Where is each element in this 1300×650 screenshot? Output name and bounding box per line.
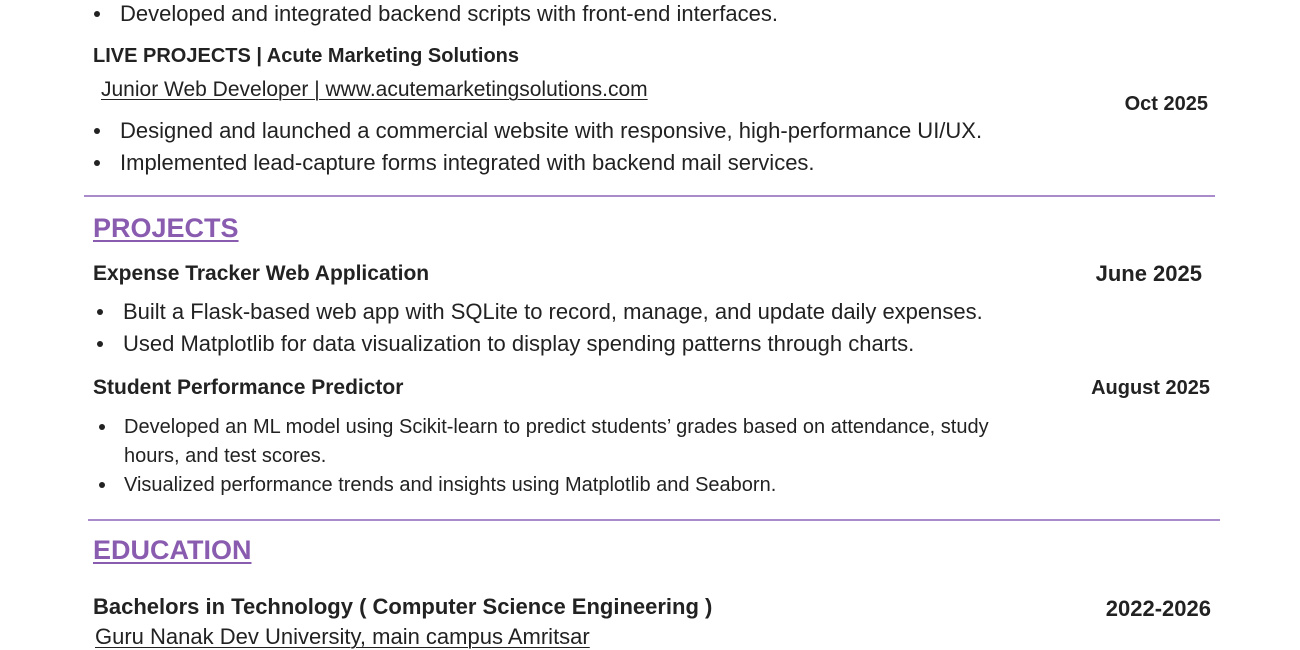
bullet-text: Developed and integrated backend scripts… <box>120 1 778 26</box>
bullet-text-continued: hours, and test scores. <box>124 445 327 467</box>
degree-title: Bachelors in Technology ( Computer Scien… <box>93 594 713 619</box>
bullet-icon <box>94 11 100 17</box>
job-date: Oct 2025 <box>1124 93 1208 115</box>
section-divider <box>88 519 1220 521</box>
bullet-text: Developed an ML model using Scikit-learn… <box>124 416 989 438</box>
project-title: Expense Tracker Web Application <box>93 262 430 285</box>
bullet-text: Designed and launched a commercial websi… <box>120 118 983 143</box>
project-date: June 2025 <box>1095 261 1202 286</box>
job-title: LIVE PROJECTS | Acute Marketing Solution… <box>93 45 520 67</box>
bullet-text: Built a Flask-based web app with SQLite … <box>123 299 983 324</box>
bullet-icon <box>97 309 103 315</box>
education-years: 2022-2026 <box>1105 596 1211 621</box>
bullet-text: Used Matplotlib for data visualization t… <box>123 331 915 356</box>
bullet-icon <box>94 160 100 166</box>
bullet-icon <box>99 482 105 488</box>
bullet-text: Visualized performance trends and insigh… <box>124 474 777 496</box>
bullet-icon <box>99 424 105 430</box>
school-link[interactable]: Guru Nanak Dev University, main campus A… <box>95 624 590 649</box>
bullet-icon <box>97 341 103 347</box>
job-role-link[interactable]: Junior Web Developer | www.acutemarketin… <box>101 78 648 101</box>
bullet-text: Implemented lead-capture forms integrate… <box>120 150 815 175</box>
project-title: Student Performance Predictor <box>93 376 404 399</box>
section-heading: EDUCATION <box>93 535 252 565</box>
section-heading: PROJECTS <box>93 213 239 243</box>
bullet-icon <box>94 128 100 134</box>
project-date: August 2025 <box>1091 377 1210 399</box>
section-divider <box>84 195 1215 197</box>
